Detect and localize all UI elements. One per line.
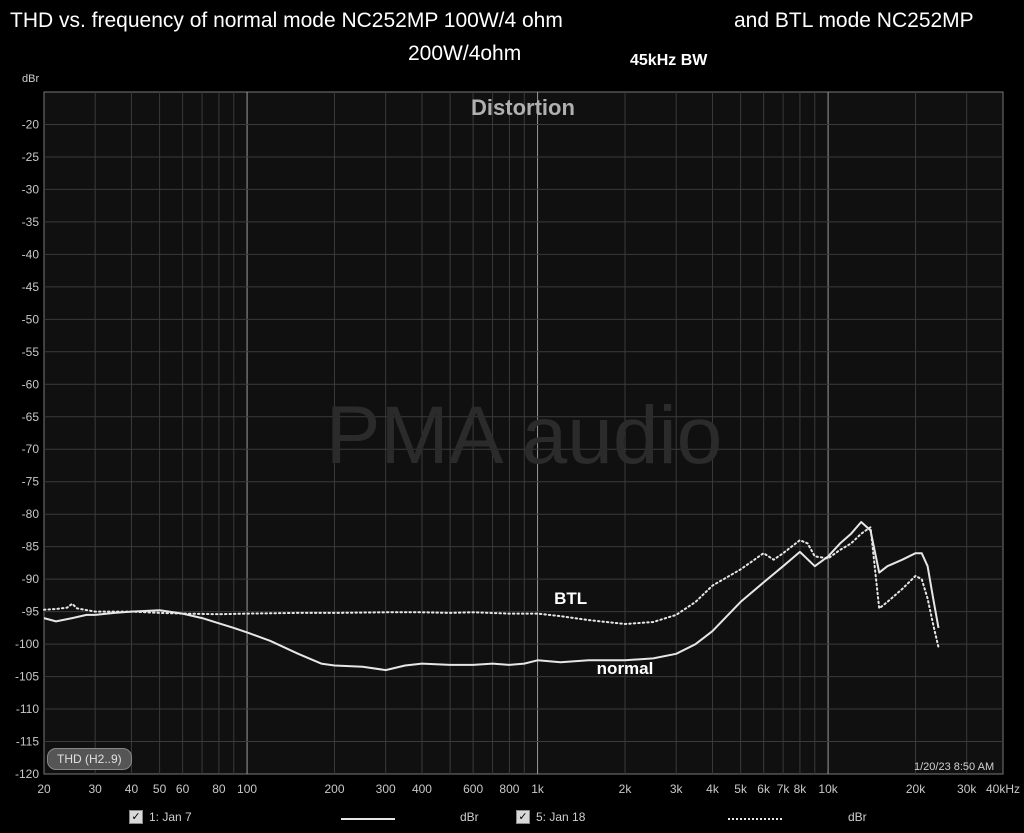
x-tick-label: 800	[499, 782, 519, 796]
series-annotation-normal: normal	[597, 659, 654, 678]
y-tick-label: -110	[16, 702, 39, 716]
series1-checkbox[interactable]: ✓	[129, 810, 143, 824]
y-tick-label: -80	[22, 507, 40, 521]
series2-legend-label: 5: Jan 18	[536, 810, 586, 824]
measurement-legend-button[interactable]: THD (H2..9)	[47, 748, 132, 770]
series-annotation-BTL: BTL	[554, 589, 587, 608]
x-tick-label: 2k	[619, 782, 633, 796]
y-tick-label: -40	[22, 247, 40, 261]
x-tick-label: 10k	[818, 782, 838, 796]
y-tick-label: -55	[22, 345, 40, 359]
y-tick-label: -60	[22, 377, 40, 391]
x-tick-label: 5k	[734, 782, 748, 796]
x-tick-label: 30	[88, 782, 102, 796]
series-line-btl	[43, 526, 940, 649]
x-tick-label: 400	[412, 782, 432, 796]
chart-title-line1: THD vs. frequency of normal mode NC252MP…	[10, 9, 563, 32]
series-line-normal	[43, 521, 940, 672]
y-tick-label: -50	[22, 312, 40, 326]
y-tick-label: -65	[22, 410, 40, 424]
watermark: PMA audio	[326, 390, 723, 481]
series2-checkbox[interactable]: ✓	[516, 810, 530, 824]
timestamp: 1/20/23 8:50 AM	[914, 761, 995, 773]
x-tick-label: 7k	[777, 782, 791, 796]
x-tick-label: 20	[37, 782, 51, 796]
y-tick-label: -20	[22, 117, 40, 131]
x-tick-label: 60	[176, 782, 190, 796]
x-tick-label: 6k	[757, 782, 771, 796]
x-tick-label: 20k	[906, 782, 926, 796]
chart-title-line3: 200W/4ohm	[408, 42, 522, 65]
y-tick-label: -85	[22, 540, 40, 554]
bandwidth-note: 45kHz BW	[630, 52, 708, 69]
chart-title-line2: and BTL mode NC252MP	[734, 9, 974, 32]
y-tick-label: -95	[22, 605, 40, 619]
y-tick-label: -25	[22, 150, 40, 164]
x-tick-label: 50	[153, 782, 167, 796]
x-tick-label: 40kHz	[986, 782, 1020, 796]
x-tick-label: 100	[237, 782, 257, 796]
y-tick-label: -90	[22, 572, 40, 586]
x-tick-label: 1k	[531, 782, 545, 796]
x-tick-label: 300	[376, 782, 396, 796]
series1-legend-label: 1: Jan 7	[149, 810, 192, 824]
x-tick-label: 600	[463, 782, 483, 796]
y-tick-label: -35	[22, 215, 40, 229]
x-tick-label: 80	[212, 782, 226, 796]
y-tick-label: -75	[22, 475, 40, 489]
y-tick-label: -100	[15, 637, 39, 651]
plot-area	[43, 91, 1004, 775]
y-tick-label: -115	[16, 735, 39, 749]
x-tick-label: 30k	[957, 782, 977, 796]
y-tick-label: -45	[22, 280, 40, 294]
series1-line-swatch	[341, 818, 395, 820]
series2-line-swatch	[728, 818, 782, 820]
x-tick-label: 4k	[706, 782, 720, 796]
y-axis-unit-label: dBr	[22, 73, 40, 85]
y-tick-label: -105	[15, 670, 39, 684]
y-tick-label: -30	[22, 182, 40, 196]
x-tick-label: 8k	[794, 782, 808, 796]
y-tick-label: -120	[15, 767, 39, 781]
series1-unit-label: dBr	[460, 810, 479, 824]
y-tick-label: -70	[22, 442, 40, 456]
plot-title: Distortion	[471, 95, 575, 120]
series2-unit-label: dBr	[848, 810, 867, 824]
x-tick-label: 3k	[670, 782, 684, 796]
x-tick-label: 40	[125, 782, 139, 796]
x-tick-label: 200	[324, 782, 344, 796]
